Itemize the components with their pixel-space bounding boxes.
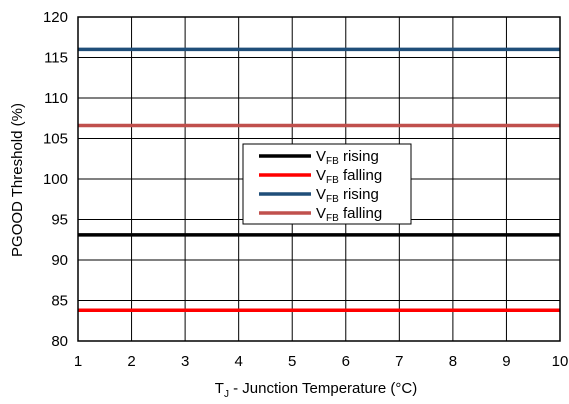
x-axis-label-prefix: T xyxy=(215,380,224,397)
legend-label: VFB falling xyxy=(316,167,382,186)
y-tick-label: 80 xyxy=(51,333,68,350)
x-axis-label: TJ - Junction Temperature (°C) xyxy=(215,380,417,400)
x-axis-label-rest: - Junction Temperature (°C) xyxy=(229,380,417,397)
legend-label: VFB falling xyxy=(316,205,382,224)
y-tick-label: 85 xyxy=(51,293,68,310)
x-tick-label: 9 xyxy=(502,353,510,370)
y-tick-label: 100 xyxy=(43,171,68,188)
series-lines xyxy=(78,47,560,312)
x-tick-label: 4 xyxy=(234,353,242,370)
x-tick-label: 7 xyxy=(395,353,403,370)
x-tick-label: 5 xyxy=(288,353,296,370)
y-tick-label: 115 xyxy=(44,50,68,67)
x-tick-label: 2 xyxy=(127,353,135,370)
x-tick-label: 10 xyxy=(552,353,569,370)
x-tick-label: 1 xyxy=(74,353,82,370)
x-tick-label: 3 xyxy=(181,353,189,370)
plot-area xyxy=(77,16,561,342)
y-axis-label: PGOOD Threshold (%) xyxy=(9,103,26,257)
legend-label: VFB rising xyxy=(316,148,379,167)
y-tick-labels: 80 85 90 95 100 105 110 115 120 xyxy=(43,9,68,350)
y-tick-label: 120 xyxy=(43,9,68,26)
y-tick-label: 110 xyxy=(44,90,68,107)
x-axis-label-subscript: J xyxy=(224,389,229,400)
x-tick-labels: 1 2 3 4 5 6 7 8 9 10 xyxy=(74,353,569,370)
legend-label: VFB rising xyxy=(316,186,379,205)
y-tick-label: 90 xyxy=(51,252,68,269)
y-tick-label: 105 xyxy=(43,131,68,148)
x-tick-label: 8 xyxy=(449,353,457,370)
y-tick-label: 95 xyxy=(51,212,68,229)
x-tick-label: 6 xyxy=(342,353,350,370)
